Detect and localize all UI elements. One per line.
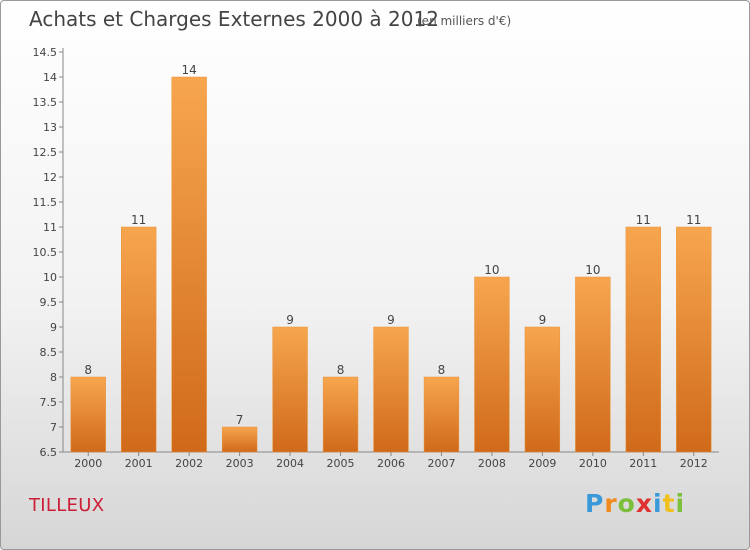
x-tick-label: 2004 xyxy=(276,457,304,470)
bar-value-label: 10 xyxy=(484,263,499,277)
y-tick-label: 12 xyxy=(43,171,57,184)
logo-letter: i xyxy=(675,489,686,518)
y-tick-label: 14.5 xyxy=(33,46,58,59)
bar-value-label: 8 xyxy=(438,363,446,377)
bar-value-label: 11 xyxy=(686,213,701,227)
bar xyxy=(625,226,661,453)
x-tick-label: 2007 xyxy=(427,457,455,470)
bar xyxy=(322,376,359,453)
x-tick-label: 2009 xyxy=(528,457,556,470)
y-tick-label: 13 xyxy=(43,121,57,134)
y-tick-label: 7.5 xyxy=(40,396,58,409)
y-tick-label: 6.5 xyxy=(40,446,58,459)
bar xyxy=(474,276,510,453)
y-tick-label: 14 xyxy=(43,71,57,84)
x-tick-label: 2000 xyxy=(74,457,102,470)
y-tick-label: 13.5 xyxy=(33,96,58,109)
chart-subtitle: (en milliers d'€) xyxy=(417,14,512,28)
x-tick-label: 2005 xyxy=(327,457,355,470)
x-tick-label: 2006 xyxy=(377,457,405,470)
x-tick-label: 2010 xyxy=(579,457,607,470)
chart-title: Achats et Charges Externes 2000 à 2012 xyxy=(29,7,439,31)
bar xyxy=(272,326,308,453)
bar-value-label: 11 xyxy=(131,213,146,227)
y-tick-label: 11 xyxy=(43,221,57,234)
logo-letter: i xyxy=(653,489,663,518)
logo-letter: o xyxy=(617,489,636,518)
x-tick-label: 2008 xyxy=(478,457,506,470)
proxiti-logo: Proxiti xyxy=(585,489,685,518)
bar xyxy=(575,276,611,453)
y-tick-label: 9.5 xyxy=(40,296,58,309)
logo-letter: P xyxy=(585,489,605,518)
bar xyxy=(423,376,460,453)
y-tick-label: 8.5 xyxy=(40,346,58,359)
bar-value-label: 14 xyxy=(182,63,197,77)
bar-value-label: 8 xyxy=(84,363,92,377)
bar xyxy=(70,376,106,453)
bar-value-label: 10 xyxy=(585,263,600,277)
logo-letter: x xyxy=(635,489,653,518)
y-tick-label: 12.5 xyxy=(33,146,58,159)
y-tick-label: 10.5 xyxy=(33,246,58,259)
bar xyxy=(221,426,258,453)
bar-value-label: 11 xyxy=(636,213,651,227)
x-tick-label: 2001 xyxy=(125,457,153,470)
y-tick-label: 9 xyxy=(50,321,57,334)
bar-value-label: 7 xyxy=(236,413,244,427)
bar-value-label: 8 xyxy=(337,363,345,377)
bar xyxy=(171,76,207,453)
bar-value-label: 9 xyxy=(539,313,547,327)
x-tick-label: 2011 xyxy=(629,457,657,470)
bar xyxy=(676,226,712,453)
y-tick-label: 7 xyxy=(50,421,57,434)
bar xyxy=(524,326,561,453)
bar xyxy=(373,326,409,453)
y-tick-label: 8 xyxy=(50,371,57,384)
bar-value-label: 9 xyxy=(286,313,294,327)
logo-letter: t xyxy=(662,489,676,518)
commune-name: TILLEUX xyxy=(29,495,105,516)
x-tick-label: 2012 xyxy=(680,457,708,470)
bar-value-label: 9 xyxy=(387,313,395,327)
bar xyxy=(121,226,157,453)
x-tick-label: 2003 xyxy=(226,457,254,470)
x-tick-label: 2002 xyxy=(175,457,203,470)
y-tick-label: 11.5 xyxy=(33,196,58,209)
y-tick-label: 10 xyxy=(43,271,57,284)
logo-letter: r xyxy=(604,489,618,518)
